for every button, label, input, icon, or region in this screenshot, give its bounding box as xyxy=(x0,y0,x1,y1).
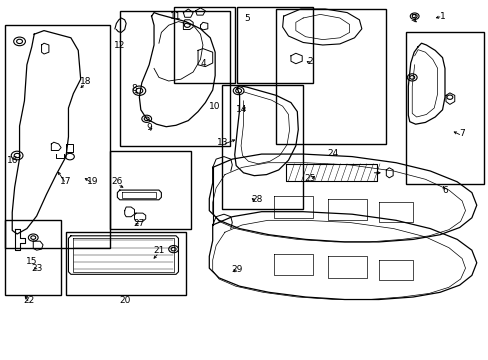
Bar xyxy=(173,7,234,83)
Bar xyxy=(66,232,185,295)
Text: 5: 5 xyxy=(244,14,249,23)
Text: 26: 26 xyxy=(111,177,123,186)
Bar xyxy=(120,11,229,146)
Text: 17: 17 xyxy=(60,177,72,186)
Text: 15: 15 xyxy=(26,256,38,266)
Text: 22: 22 xyxy=(23,296,35,305)
Bar xyxy=(222,85,303,209)
Text: 9: 9 xyxy=(146,123,152,132)
Text: 18: 18 xyxy=(80,77,91,86)
Text: 21: 21 xyxy=(153,246,164,255)
Text: 14: 14 xyxy=(236,105,247,114)
Bar xyxy=(110,151,190,229)
Text: 10: 10 xyxy=(209,102,221,111)
Text: 6: 6 xyxy=(441,186,447,195)
Text: 13: 13 xyxy=(216,138,228,147)
Bar xyxy=(276,9,386,144)
Text: 8: 8 xyxy=(131,84,137,93)
Bar xyxy=(5,220,61,295)
Text: 3: 3 xyxy=(409,14,415,23)
Bar xyxy=(405,32,483,184)
Text: 16: 16 xyxy=(6,156,18,165)
Text: 23: 23 xyxy=(31,264,42,273)
Text: 24: 24 xyxy=(326,149,338,158)
Text: 1: 1 xyxy=(439,12,445,21)
Bar xyxy=(237,7,312,83)
Text: 12: 12 xyxy=(114,41,125,50)
Text: 2: 2 xyxy=(307,57,313,66)
Text: 29: 29 xyxy=(231,266,243,275)
Bar xyxy=(5,25,110,248)
Text: 4: 4 xyxy=(200,59,205,68)
Text: 27: 27 xyxy=(133,219,145,228)
Text: 25: 25 xyxy=(304,174,316,183)
Text: 28: 28 xyxy=(250,195,262,204)
Text: 20: 20 xyxy=(119,296,130,305)
Text: 7: 7 xyxy=(458,129,464,138)
Text: 19: 19 xyxy=(87,177,99,186)
Text: 11: 11 xyxy=(170,12,182,21)
